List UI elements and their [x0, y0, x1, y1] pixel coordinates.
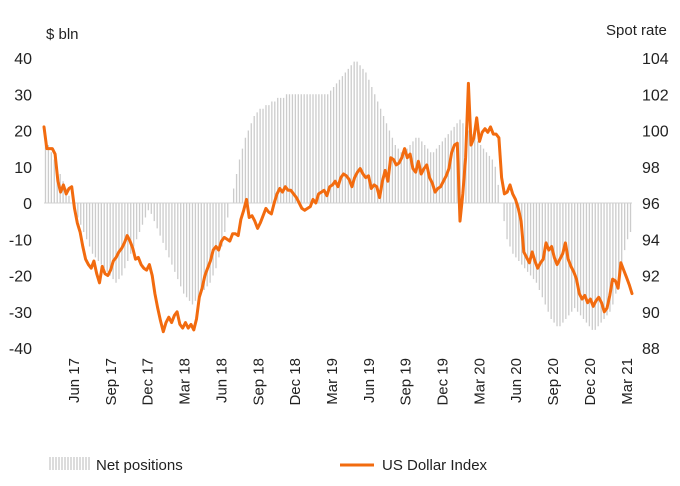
x-tick-label: Mar 21	[619, 358, 636, 405]
x-axis: Jun 17 Sep 17 Dec 17 Mar 18 Jun 18 Sep 18 Dec …	[66, 358, 636, 406]
left-axis-title: $ bln	[46, 26, 79, 43]
x-tick-label: Sep 18	[250, 358, 267, 406]
left-tick-label: 20	[14, 124, 32, 141]
right-axis-title: Spot rate	[606, 22, 667, 39]
right-axis: 104 102 100 98 96 94 92 90 88	[642, 51, 669, 358]
x-tick-label: Sep 17	[103, 358, 120, 406]
x-tick-label: Dec 17	[140, 358, 157, 406]
usd-index-line-group	[42, 81, 634, 334]
x-tick-label: Jun 18	[213, 358, 230, 403]
legend: Net positions US Dollar Index	[49, 457, 488, 474]
legend-net-positions-swatch	[49, 457, 90, 470]
left-axis: 40 30 20 10 0 -10 -20 -30 -40	[9, 51, 32, 358]
right-tick-label: 96	[642, 196, 660, 213]
net-positions-bars	[44, 61, 632, 330]
x-tick-label: Mar 19	[324, 358, 341, 405]
x-tick-label: Mar 18	[177, 358, 194, 405]
x-tick-label: Dec 18	[287, 358, 304, 406]
x-tick-label: Mar 20	[471, 358, 488, 405]
x-tick-label: Sep 20	[545, 358, 562, 406]
usd-index-line	[42, 81, 634, 334]
right-tick-label: 98	[642, 160, 660, 177]
left-tick-label: -40	[9, 341, 32, 358]
legend-net-positions-label: Net positions	[96, 457, 183, 474]
x-tick-label: Dec 20	[582, 358, 599, 406]
left-tick-label: 10	[14, 160, 32, 177]
legend-usd-index-label: US Dollar Index	[382, 457, 488, 474]
right-tick-label: 104	[642, 51, 669, 68]
x-tick-label: Dec 19	[435, 358, 452, 406]
left-tick-label: 40	[14, 51, 32, 68]
x-tick-label: Jun 17	[66, 358, 83, 403]
x-tick-label: Jun 19	[361, 358, 378, 403]
left-tick-label: 30	[14, 87, 32, 104]
right-tick-label: 94	[642, 232, 660, 249]
right-tick-label: 88	[642, 341, 660, 358]
left-tick-label: 0	[23, 196, 32, 213]
right-tick-label: 100	[642, 124, 669, 141]
right-tick-label: 92	[642, 269, 660, 286]
left-tick-label: -20	[9, 269, 32, 286]
right-tick-label: 90	[642, 305, 660, 322]
left-tick-label: -10	[9, 232, 32, 249]
x-tick-label: Sep 19	[398, 358, 415, 406]
x-tick-label: Jun 20	[508, 358, 525, 403]
right-tick-label: 102	[642, 87, 669, 104]
left-tick-label: -30	[9, 305, 32, 322]
